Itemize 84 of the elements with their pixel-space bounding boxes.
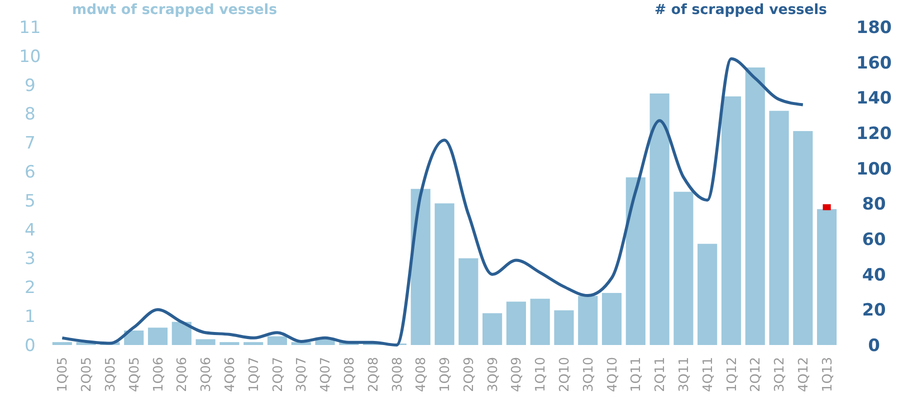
bar bbox=[267, 336, 288, 345]
x-tick-label: 3Q07 bbox=[294, 357, 310, 392]
bar bbox=[244, 342, 264, 345]
y-tick-label: 4 bbox=[24, 220, 36, 240]
bar bbox=[793, 131, 813, 345]
x-tick-label: 3Q05 bbox=[104, 357, 119, 392]
bar bbox=[410, 188, 430, 345]
x-tick-label: 4Q09 bbox=[510, 357, 525, 392]
y-tick-label: 11 bbox=[19, 18, 41, 38]
y-tick-label: 6 bbox=[24, 162, 36, 182]
bar bbox=[148, 328, 168, 345]
bar bbox=[745, 67, 765, 345]
y-tick-label: 7 bbox=[24, 134, 36, 154]
bar bbox=[220, 342, 240, 345]
bar bbox=[650, 93, 670, 345]
y-axis-title: mdwt of scrapped vessels bbox=[72, 2, 278, 18]
y2-axis-title: # of scrapped vessels bbox=[654, 2, 827, 18]
bar bbox=[554, 310, 574, 345]
x-tick-label: 2Q12 bbox=[748, 357, 764, 392]
x-tick-label: 3Q06 bbox=[199, 357, 214, 392]
x-tick-label: 1Q12 bbox=[724, 357, 740, 392]
x-tick-label: 2Q05 bbox=[80, 357, 95, 392]
x-tick-label: 3Q10 bbox=[581, 357, 596, 392]
x-tick-label: 2Q06 bbox=[175, 357, 190, 392]
bar bbox=[172, 322, 192, 345]
bar bbox=[52, 342, 72, 345]
y2-tick-label: 120 bbox=[856, 124, 892, 144]
x-tick-label: 3Q08 bbox=[390, 357, 406, 392]
line-series bbox=[60, 57, 804, 346]
x-tick-label: 2Q11 bbox=[653, 357, 668, 392]
x-tick-label: 4Q06 bbox=[223, 357, 238, 392]
y2-tick-label: 80 bbox=[862, 194, 886, 215]
x-tick-label: 4Q12 bbox=[796, 357, 812, 392]
x-tick-label: 4Q11 bbox=[700, 357, 716, 392]
x-tick-label: 2Q08 bbox=[366, 357, 382, 392]
y2-tick-label: 160 bbox=[856, 53, 892, 74]
x-tick-label: 2Q09 bbox=[462, 357, 477, 392]
x-tick-label: 3Q09 bbox=[486, 357, 501, 392]
y-tick-label: 0 bbox=[24, 336, 36, 356]
bar bbox=[698, 244, 718, 345]
bar bbox=[196, 339, 216, 345]
bar bbox=[817, 209, 837, 345]
y-tick-label: 1 bbox=[24, 307, 36, 328]
x-tick-label: 1Q10 bbox=[534, 357, 549, 392]
y-tick-label: 8 bbox=[24, 104, 36, 125]
x-tick-label: 1Q13 bbox=[820, 357, 836, 392]
y2-tick-label: 60 bbox=[862, 230, 886, 250]
bar bbox=[674, 192, 694, 345]
x-tick-label: 4Q07 bbox=[318, 357, 334, 392]
bar bbox=[626, 177, 646, 345]
bar bbox=[721, 96, 742, 345]
bar bbox=[482, 313, 502, 345]
x-tick-label: 2Q10 bbox=[558, 357, 573, 392]
x-tick-label: 1Q05 bbox=[56, 357, 71, 392]
y-tick-label: 9 bbox=[24, 76, 36, 96]
y-tick-label: 10 bbox=[19, 46, 41, 67]
bar bbox=[434, 203, 454, 345]
x-tick-label: 1Q06 bbox=[151, 357, 166, 392]
bar bbox=[458, 258, 478, 345]
x-tick-label: 4Q08 bbox=[414, 357, 430, 392]
bar bbox=[769, 110, 789, 345]
bar bbox=[530, 298, 550, 345]
y-tick-label: 2 bbox=[24, 278, 36, 298]
y2-tick-label: 100 bbox=[856, 159, 892, 180]
bar bbox=[602, 292, 622, 345]
y2-tick-label: 40 bbox=[862, 265, 886, 286]
y2-tick-label: 180 bbox=[856, 18, 892, 38]
bar bbox=[506, 302, 526, 345]
x-tick-label: 2Q07 bbox=[270, 357, 286, 392]
x-tick-label: 1Q08 bbox=[342, 357, 358, 392]
x-tick-label: 4Q05 bbox=[127, 357, 142, 392]
bar bbox=[124, 330, 144, 345]
x-tick-label: 1Q07 bbox=[246, 357, 262, 392]
x-tick-label: 1Q11 bbox=[629, 357, 644, 392]
x-tick-label: 4Q10 bbox=[605, 357, 620, 392]
bar bbox=[578, 296, 598, 345]
x-tick-label: 3Q12 bbox=[772, 357, 788, 392]
y2-tick-label: 140 bbox=[856, 88, 892, 109]
y-tick-label: 3 bbox=[24, 249, 36, 270]
x-tick-label: 3Q11 bbox=[676, 357, 692, 392]
x-tick-label: 1Q09 bbox=[438, 357, 454, 392]
y-tick-label: 5 bbox=[24, 191, 36, 212]
y2-tick-label: 0 bbox=[868, 336, 880, 356]
y2-tick-label: 20 bbox=[862, 300, 886, 321]
